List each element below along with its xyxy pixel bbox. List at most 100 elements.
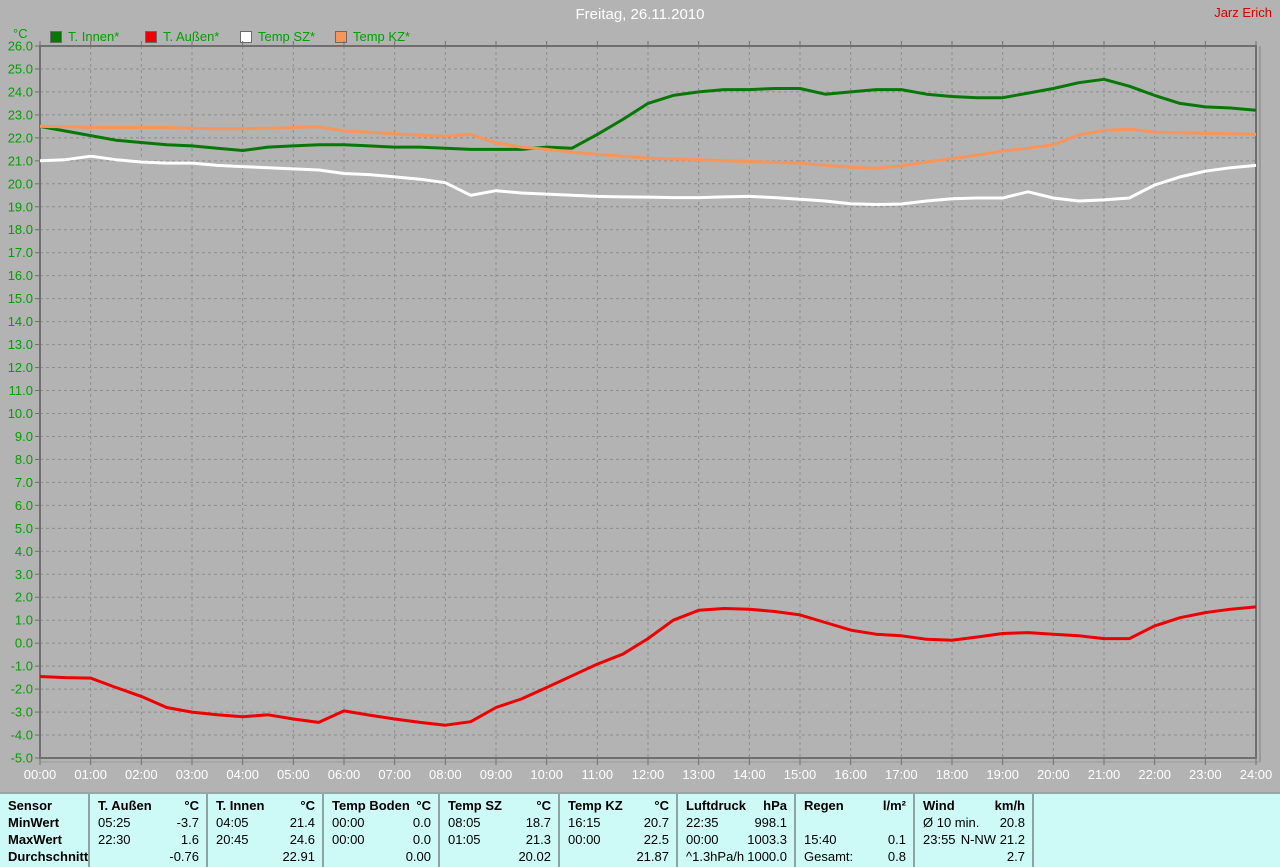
table-row: 00:00 1003.3 [678,831,794,848]
x-tick-label: 05:00 [277,767,310,782]
x-tick-label: 11:00 [582,767,614,782]
plot-frame [39,45,1257,759]
table-cell-time: Gesamt: [804,849,854,864]
table-row: 00:00 0.0 [324,831,438,848]
table-row-label: Durchschnitt [0,848,88,865]
y-tick-label: 6.0 [15,498,33,513]
y-tick-label: 5.0 [15,521,33,536]
table-row-label: MaxWert [0,831,88,848]
table-group-name: T. Außen [98,798,152,813]
table-group-header: Luftdruck hPa [678,797,794,814]
x-tick-label: 01:00 [74,767,107,782]
table-row: 23:55 N-NW 21.2 [915,831,1032,848]
chart-canvas: 26.0 25.0 24.0 23.0 22.0 21.0 20.0 19.0 18.0 17.0… [8,39,1273,783]
table-group-unit: l/m² [882,798,906,813]
table-cell-value: 0.1 [887,832,906,847]
table-cell-value: 20.02 [518,849,551,864]
table-row-label: Sensor [0,797,88,814]
y-tick-label: 18.0 [8,222,33,237]
table-cell-value: 22.91 [282,849,315,864]
legend-label: Temp SZ* [258,29,316,44]
x-tick-label: 22:00 [1138,767,1171,782]
table-cell-time: ^1.3hPa/h [686,849,745,864]
y-tick-label: 20.0 [8,176,33,191]
table-row-label-text: Durchschnitt [8,849,89,864]
table-group-header: T. Außen °C [90,797,206,814]
y-tick-label: 14.0 [8,314,33,329]
table-cell-value: 0.0 [412,832,431,847]
legend-item-t-aussen: T. Außen* [145,29,240,44]
table-row: Gesamt: 0.8 [796,848,913,865]
table-row: 01:05 21.3 [440,831,558,848]
table-row: 21.87 [560,848,676,865]
table-cell-value: 24.6 [289,832,315,847]
table-group-name: T. Innen [216,798,265,813]
y-tick-label: 9.0 [15,429,33,444]
table-row-label-text: Sensor [8,798,53,813]
author-label: Jarz Erich [1214,5,1272,20]
summary-table: Sensor MinWert MaxWert Durchschnitt T. Außen… [0,792,1280,867]
table-cell-time: 00:00 [568,832,601,847]
table-row: 08:05 18.7 [440,814,558,831]
table-filler [1032,794,1280,867]
table-cell-time: 01:05 [448,832,481,847]
table-cell-time: 00:00 [686,832,719,847]
y-tick-label: 1.0 [15,613,33,628]
table-row: 0.00 [324,848,438,865]
y-tick-label: 16.0 [8,268,33,283]
y-tick-label: 22.0 [8,130,33,145]
table-row: 05:25 -3.7 [90,814,206,831]
y-tick-label: 15.0 [8,291,33,306]
table-cell-time: 22:30 [98,832,131,847]
y-tick-label: 8.0 [15,452,33,467]
y-tick-label: 19.0 [8,199,33,214]
x-tick-label: 09:00 [480,767,513,782]
x-tick-label: 03:00 [176,767,209,782]
x-tick-label: 10:00 [530,767,563,782]
y-tick-label: 11.0 [9,383,33,398]
y-tick-label: -3.0 [11,705,33,720]
table-group-name: Temp SZ [448,798,502,813]
table-cell-value: 1.6 [180,832,199,847]
table-group-name: Luftdruck [686,798,746,813]
y-tick-label: 23.0 [8,107,33,122]
table-cell-value: 0.00 [405,849,431,864]
y-tick-label: 21.0 [8,153,33,168]
x-tick-label: 06:00 [328,767,361,782]
y-tick-label: 17.0 [8,245,33,260]
x-tick-label: 23:00 [1189,767,1222,782]
table-group-unit: °C [300,798,315,813]
legend-item-temp-sz: Temp SZ* [240,29,335,44]
table-cell-value: 22.5 [643,832,669,847]
table-cell-time: 04:05 [216,815,249,830]
chart-legend: T. Innen* T. Außen* Temp SZ* Temp KZ* [50,29,430,44]
table-group-t-au-en: T. Außen °C 05:25 -3.7 22:30 1.6 -0.76 [88,794,206,867]
legend-label: T. Außen* [163,29,220,44]
y-tick-label: 25.0 [8,61,33,76]
table-cell-time: Ø 10 min. [923,815,980,830]
x-tick-label: 18:00 [936,767,969,782]
table-cell-value: 18.7 [525,815,551,830]
table-cell-value: -3.7 [176,815,199,830]
table-cell-value: 21.4 [289,815,315,830]
y-tick-label: 26.0 [8,39,33,54]
table-cell-value: 0.0 [412,815,431,830]
y-tick-label: -1.0 [11,659,33,674]
table-cell-time: 23:55 [923,832,956,847]
table-group-t-innen: T. Innen °C 04:05 21.4 20:45 24.6 22.91 [206,794,322,867]
table-group-regen: Regen l/m² 15:40 0.1 Gesamt: 0.8 [794,794,913,867]
table-row-label-text: MinWert [8,815,60,830]
table-row-label-column: Sensor MinWert MaxWert Durchschnitt [0,794,88,867]
y-tick-label: -2.0 [11,682,33,697]
y-tick-label: 2.0 [15,590,33,605]
table-cell-value: N-NW 21.2 [960,832,1025,847]
y-tick-label: -4.0 [11,728,33,743]
table-group-unit: °C [184,798,199,813]
x-tick-label: 19:00 [986,767,1019,782]
table-cell-value: 2.7 [1006,849,1025,864]
table-cell-time: 08:05 [448,815,481,830]
table-group-unit: km/h [994,798,1025,813]
table-cell-time: 22:35 [686,815,719,830]
table-group-luftdruck: Luftdruck hPa 22:35 998.1 00:00 1003.3 ^1.3hPa… [676,794,794,867]
legend-label: Temp KZ* [353,29,411,44]
